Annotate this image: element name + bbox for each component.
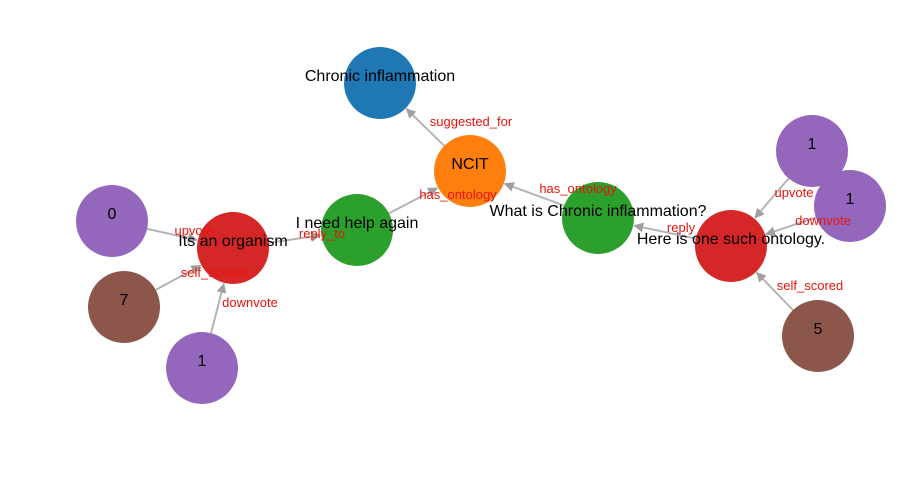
edge-v1b-ontology: [754, 177, 790, 219]
node-help[interactable]: I need help again: [296, 194, 419, 266]
node-circle[interactable]: [776, 115, 848, 187]
node-label: 7: [120, 292, 129, 309]
node-label: 1: [846, 191, 855, 208]
edge-label-self-scored: self_scored: [777, 278, 843, 293]
edge-label-downvote: downvote: [222, 295, 278, 310]
nodes-layer: Chronic inflammation NCIT I need help agai…: [76, 47, 886, 404]
edge-label-upvote: upvote: [774, 185, 813, 200]
node-label: Its an organism: [178, 233, 287, 250]
edge-v5-ontology: [755, 271, 794, 311]
node-circle[interactable]: [562, 182, 634, 254]
edge-label-upvote: upvote: [174, 223, 213, 238]
node-label: 1: [198, 353, 207, 370]
edge-ncit-chronic: [405, 108, 445, 147]
node-label: What is Chronic inflammation?: [490, 203, 707, 220]
node-circle[interactable]: [321, 194, 393, 266]
node-v5[interactable]: 5: [782, 300, 854, 372]
node-v1b[interactable]: 1: [776, 115, 848, 187]
node-label: I need help again: [296, 215, 419, 232]
node-label: 1: [808, 136, 817, 153]
node-circle[interactable]: [76, 185, 148, 257]
node-v0[interactable]: 0: [76, 185, 148, 257]
node-circle[interactable]: [197, 212, 269, 284]
node-v1a[interactable]: 1: [166, 332, 238, 404]
node-circle[interactable]: [88, 271, 160, 343]
node-v7[interactable]: 7: [88, 271, 160, 343]
edge-label-self-scored: self_scored: [181, 265, 247, 280]
node-v1c[interactable]: 1: [814, 170, 886, 242]
node-ncit[interactable]: NCIT: [434, 135, 506, 207]
node-circle[interactable]: [434, 135, 506, 207]
edge-v7-organism: [155, 264, 202, 291]
edge-v0-organism: [146, 227, 198, 243]
edges-layer: [146, 108, 817, 334]
node-what[interactable]: What is Chronic inflammation?: [490, 182, 707, 254]
node-circle[interactable]: [344, 47, 416, 119]
node-label: 5: [814, 321, 823, 338]
edge-labels-layer: suggested_for has_ontology has_ontologyrep…: [174, 114, 850, 310]
edge-label-suggested-for: suggested_for: [430, 114, 513, 129]
node-chronic[interactable]: Chronic inflammation: [305, 47, 455, 119]
edge-organism-help: [268, 231, 322, 244]
node-circle[interactable]: [814, 170, 886, 242]
node-organism[interactable]: Its an organism: [178, 212, 288, 284]
edge-what-ncit: [503, 182, 565, 207]
edge-label-reply: reply: [667, 220, 696, 235]
edge-label-reply-to: reply_to: [299, 226, 345, 241]
edge-label-has-ontology: has_ontology: [419, 187, 497, 202]
edge-v1a-organism: [210, 282, 227, 334]
node-circle[interactable]: [695, 210, 767, 282]
edge-ontology-what: [633, 222, 696, 240]
node-label: Here is one such ontology.: [637, 231, 825, 248]
node-label: NCIT: [451, 156, 489, 173]
edge-label-has-ontology: has_ontology: [539, 181, 617, 196]
node-label: 0: [108, 206, 117, 223]
node-label: Chronic inflammation: [305, 68, 455, 85]
node-circle[interactable]: [782, 300, 854, 372]
edge-help-ncit: [388, 187, 439, 215]
edge-label-downvote: downvote: [795, 213, 851, 228]
edge-v1c-ontology: [765, 216, 817, 237]
node-ontology[interactable]: Here is one such ontology.: [637, 210, 825, 282]
node-circle[interactable]: [166, 332, 238, 404]
